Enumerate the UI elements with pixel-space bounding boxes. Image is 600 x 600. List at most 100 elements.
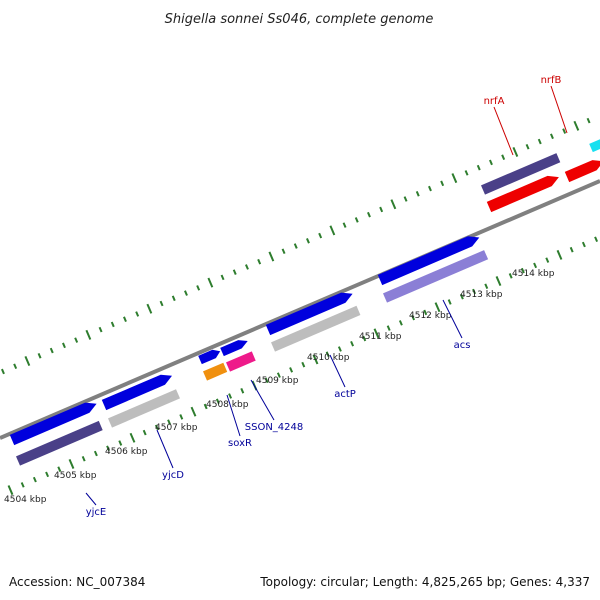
outer-ring-tick — [440, 180, 445, 187]
gene-soxR-arrow — [198, 349, 221, 365]
gene-actP-arrow — [265, 292, 353, 336]
inner-ring-tick — [373, 328, 380, 339]
inner-ring-tick — [32, 476, 37, 483]
outer-ring-tick — [268, 251, 275, 262]
outer-ring-tick — [207, 277, 214, 288]
feature-layer — [9, 139, 600, 466]
tick-label-4511: 4511 kbp — [359, 332, 402, 342]
leader-nrfB — [550, 85, 568, 134]
outer-ring-tick — [37, 352, 42, 359]
outer-ring-tick — [562, 128, 567, 134]
outer-ring-tick — [281, 248, 286, 255]
gene-label-soxR: soxR — [228, 438, 252, 449]
leader-actP — [329, 354, 346, 388]
outer-ring-tick — [62, 342, 66, 349]
inner-ring-tick — [398, 320, 403, 326]
outer-ring-tick — [525, 143, 530, 150]
outer-ring-tick — [415, 191, 420, 197]
inner-ring-tick — [337, 346, 342, 352]
outer-ring-tick — [329, 225, 336, 236]
inner-ring-tick — [45, 471, 50, 478]
outer-ring-tick — [257, 258, 262, 265]
inner-ring-tick — [289, 367, 294, 373]
tick-label-4510: 4510 kbp — [307, 353, 350, 363]
outer-ring-tick — [232, 269, 237, 275]
gene-label-layer: yjcE yjcD soxR SSON_4248 actP acs nrfA nrfB — [85, 75, 568, 518]
inner-ring-tick — [301, 361, 306, 368]
outer-ring-tick — [245, 264, 249, 270]
inner-ring-tick — [459, 293, 464, 300]
leader-yjcE — [85, 492, 97, 506]
outer-ring-tick — [85, 329, 92, 340]
leader-yjcD — [156, 429, 174, 469]
inner-ring-tick — [203, 403, 208, 410]
outer-ring-tick — [98, 326, 103, 333]
inner-ring-tick — [93, 450, 98, 457]
gene-label-yjcE: yjcE — [86, 507, 107, 518]
outer-ring-tick — [24, 356, 31, 366]
inner-ring-tick — [581, 241, 586, 248]
gene-yjcD-arrow — [101, 374, 172, 411]
inner-ring-tick — [167, 419, 172, 425]
inner-ring-tick — [264, 377, 269, 384]
outer-ring-tick — [586, 117, 591, 124]
gene-label-SSON_4248: SSON_4248 — [245, 422, 304, 433]
gene-label-actP: actP — [334, 389, 356, 400]
tick-label-4505: 4505 kbp — [54, 471, 97, 481]
outer-ring-tick — [476, 164, 481, 171]
outer-ring-tick — [573, 120, 580, 131]
outer-ring-tick — [390, 199, 397, 210]
inner-ring-tick — [411, 314, 416, 321]
outer-ring-tick — [49, 347, 54, 354]
outer-ring-tick — [379, 206, 384, 213]
gene-yjcE-arrow — [9, 402, 97, 446]
leader-soxR — [226, 394, 241, 437]
gene-SSON_4248-track — [226, 351, 256, 372]
outer-ring-tick — [428, 185, 432, 192]
inner-ring-tick — [106, 445, 111, 452]
accession-label: Accession: NC_007384 — [9, 575, 145, 589]
outer-ring-tick — [159, 300, 164, 307]
outer-ring-tick — [550, 133, 554, 140]
inner-ring-tick — [154, 424, 159, 431]
inner-ring-tick — [350, 340, 355, 347]
outer-ring-tick — [135, 311, 140, 317]
inner-ring-tick — [7, 485, 14, 496]
outer-ring-tick — [123, 316, 127, 322]
inner-ring-tick — [325, 351, 330, 357]
inner-ring-tick — [386, 325, 391, 331]
outer-ring-tick — [403, 196, 408, 202]
tick-label-4507: 4507 kbp — [155, 423, 198, 433]
tick-label-4506: 4506 kbp — [105, 447, 148, 457]
inner-ring-tick — [68, 458, 75, 469]
outer-ring-tick — [464, 170, 469, 176]
outer-ring-tick — [13, 363, 18, 370]
inner-ring-tick — [508, 273, 513, 279]
gene-label-acs: acs — [454, 340, 471, 351]
inner-ring-tick — [228, 393, 233, 399]
outer-ring-tick — [367, 211, 371, 218]
gene-soxR-track — [203, 362, 228, 381]
inner-ring-tick — [129, 432, 136, 443]
outer-ring-tick — [537, 138, 542, 145]
tick-label-4504: 4504 kbp — [4, 495, 47, 505]
outer-tick-ring — [1, 117, 591, 375]
outer-ring-tick — [451, 173, 458, 184]
inner-ring-tick — [215, 398, 220, 405]
outer-ring-tick — [512, 146, 519, 157]
inner-ring-tick — [312, 354, 319, 365]
gene-label-yjcD: yjcD — [162, 470, 184, 481]
inner-ring-tick — [569, 246, 574, 253]
outer-ring-tick — [354, 217, 359, 223]
gene-label-nrfB: nrfB — [541, 75, 562, 86]
inner-ring-tick — [81, 455, 86, 462]
inner-ring-tick — [190, 406, 197, 417]
inner-ring-tick — [520, 267, 525, 274]
inner-ring-tick — [472, 288, 477, 295]
inner-ring-tick — [20, 482, 25, 488]
genome-title: Shigella sonnei Ss046, complete genome — [165, 12, 434, 27]
leader-nrfA — [493, 106, 514, 156]
inner-ring-tick — [495, 276, 502, 287]
gene-yjcD-track — [108, 389, 180, 428]
